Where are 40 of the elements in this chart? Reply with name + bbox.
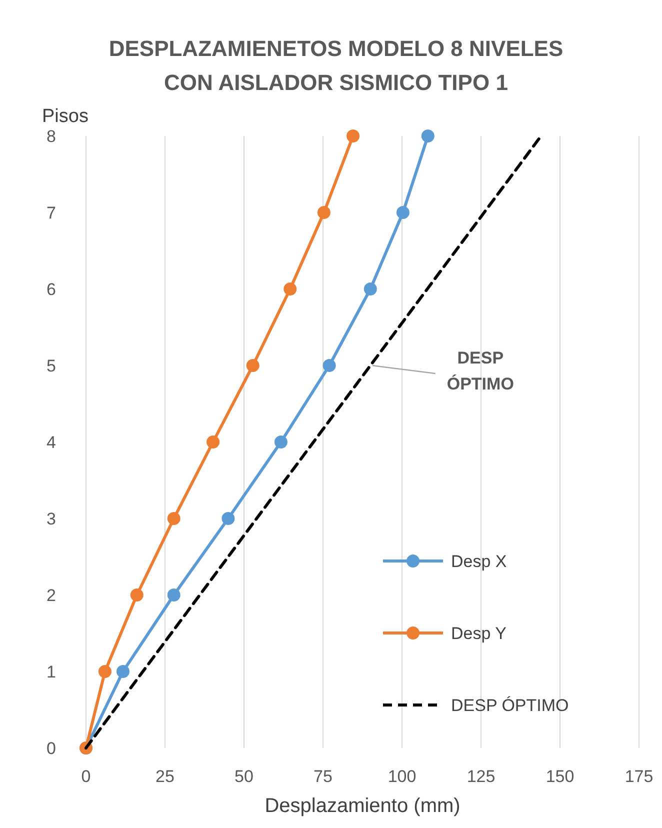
y-axis-title: Pisos [42,106,88,127]
y-tick-label: 3 [46,510,56,528]
y-tick-label: 2 [46,586,56,605]
point [346,130,360,142]
point [317,206,330,219]
x-axis-title: Desplazamiento (mm) [264,795,460,817]
point [421,130,434,142]
point [130,588,144,602]
x-tick-label: 150 [546,767,574,786]
x-tick-label: 50 [234,767,254,786]
point [116,665,130,678]
annotation: DESP ÓPTIMO [446,348,514,394]
chart-title: DESPLAZAMIENETOS MODELO 8 NIVELES CON AISLADOR SISMICO TIPO 1 [108,36,564,95]
legend-label: DESP ÓPTIMO [451,696,569,715]
y-tick-label: 5 [46,356,56,376]
point [167,588,180,602]
y-tick-label: 6 [46,280,56,299]
x-tick-label: 0 [81,767,91,786]
y-tick-label: 0 [46,739,56,758]
point [222,512,235,525]
x-tick-label: 75 [314,767,332,786]
x-tick-label: 175 [624,767,654,786]
point [246,359,260,372]
point [396,206,410,219]
legend-label: Desp Y [451,624,506,643]
point [167,512,180,525]
x-tick-label: 100 [388,767,416,786]
x-tick-label: 25 [156,767,174,786]
y-tick-label: 8 [46,127,56,146]
point [322,359,336,372]
point [98,665,112,678]
y-tick-label: 1 [46,662,56,682]
point [284,282,297,296]
point [206,436,220,448]
x-tick-label: 125 [466,767,496,786]
point [364,282,377,296]
legend-label: Desp X [451,552,507,571]
y-tick-label: 7 [46,204,56,222]
y-tick-label: 4 [46,433,56,452]
point [274,436,288,448]
